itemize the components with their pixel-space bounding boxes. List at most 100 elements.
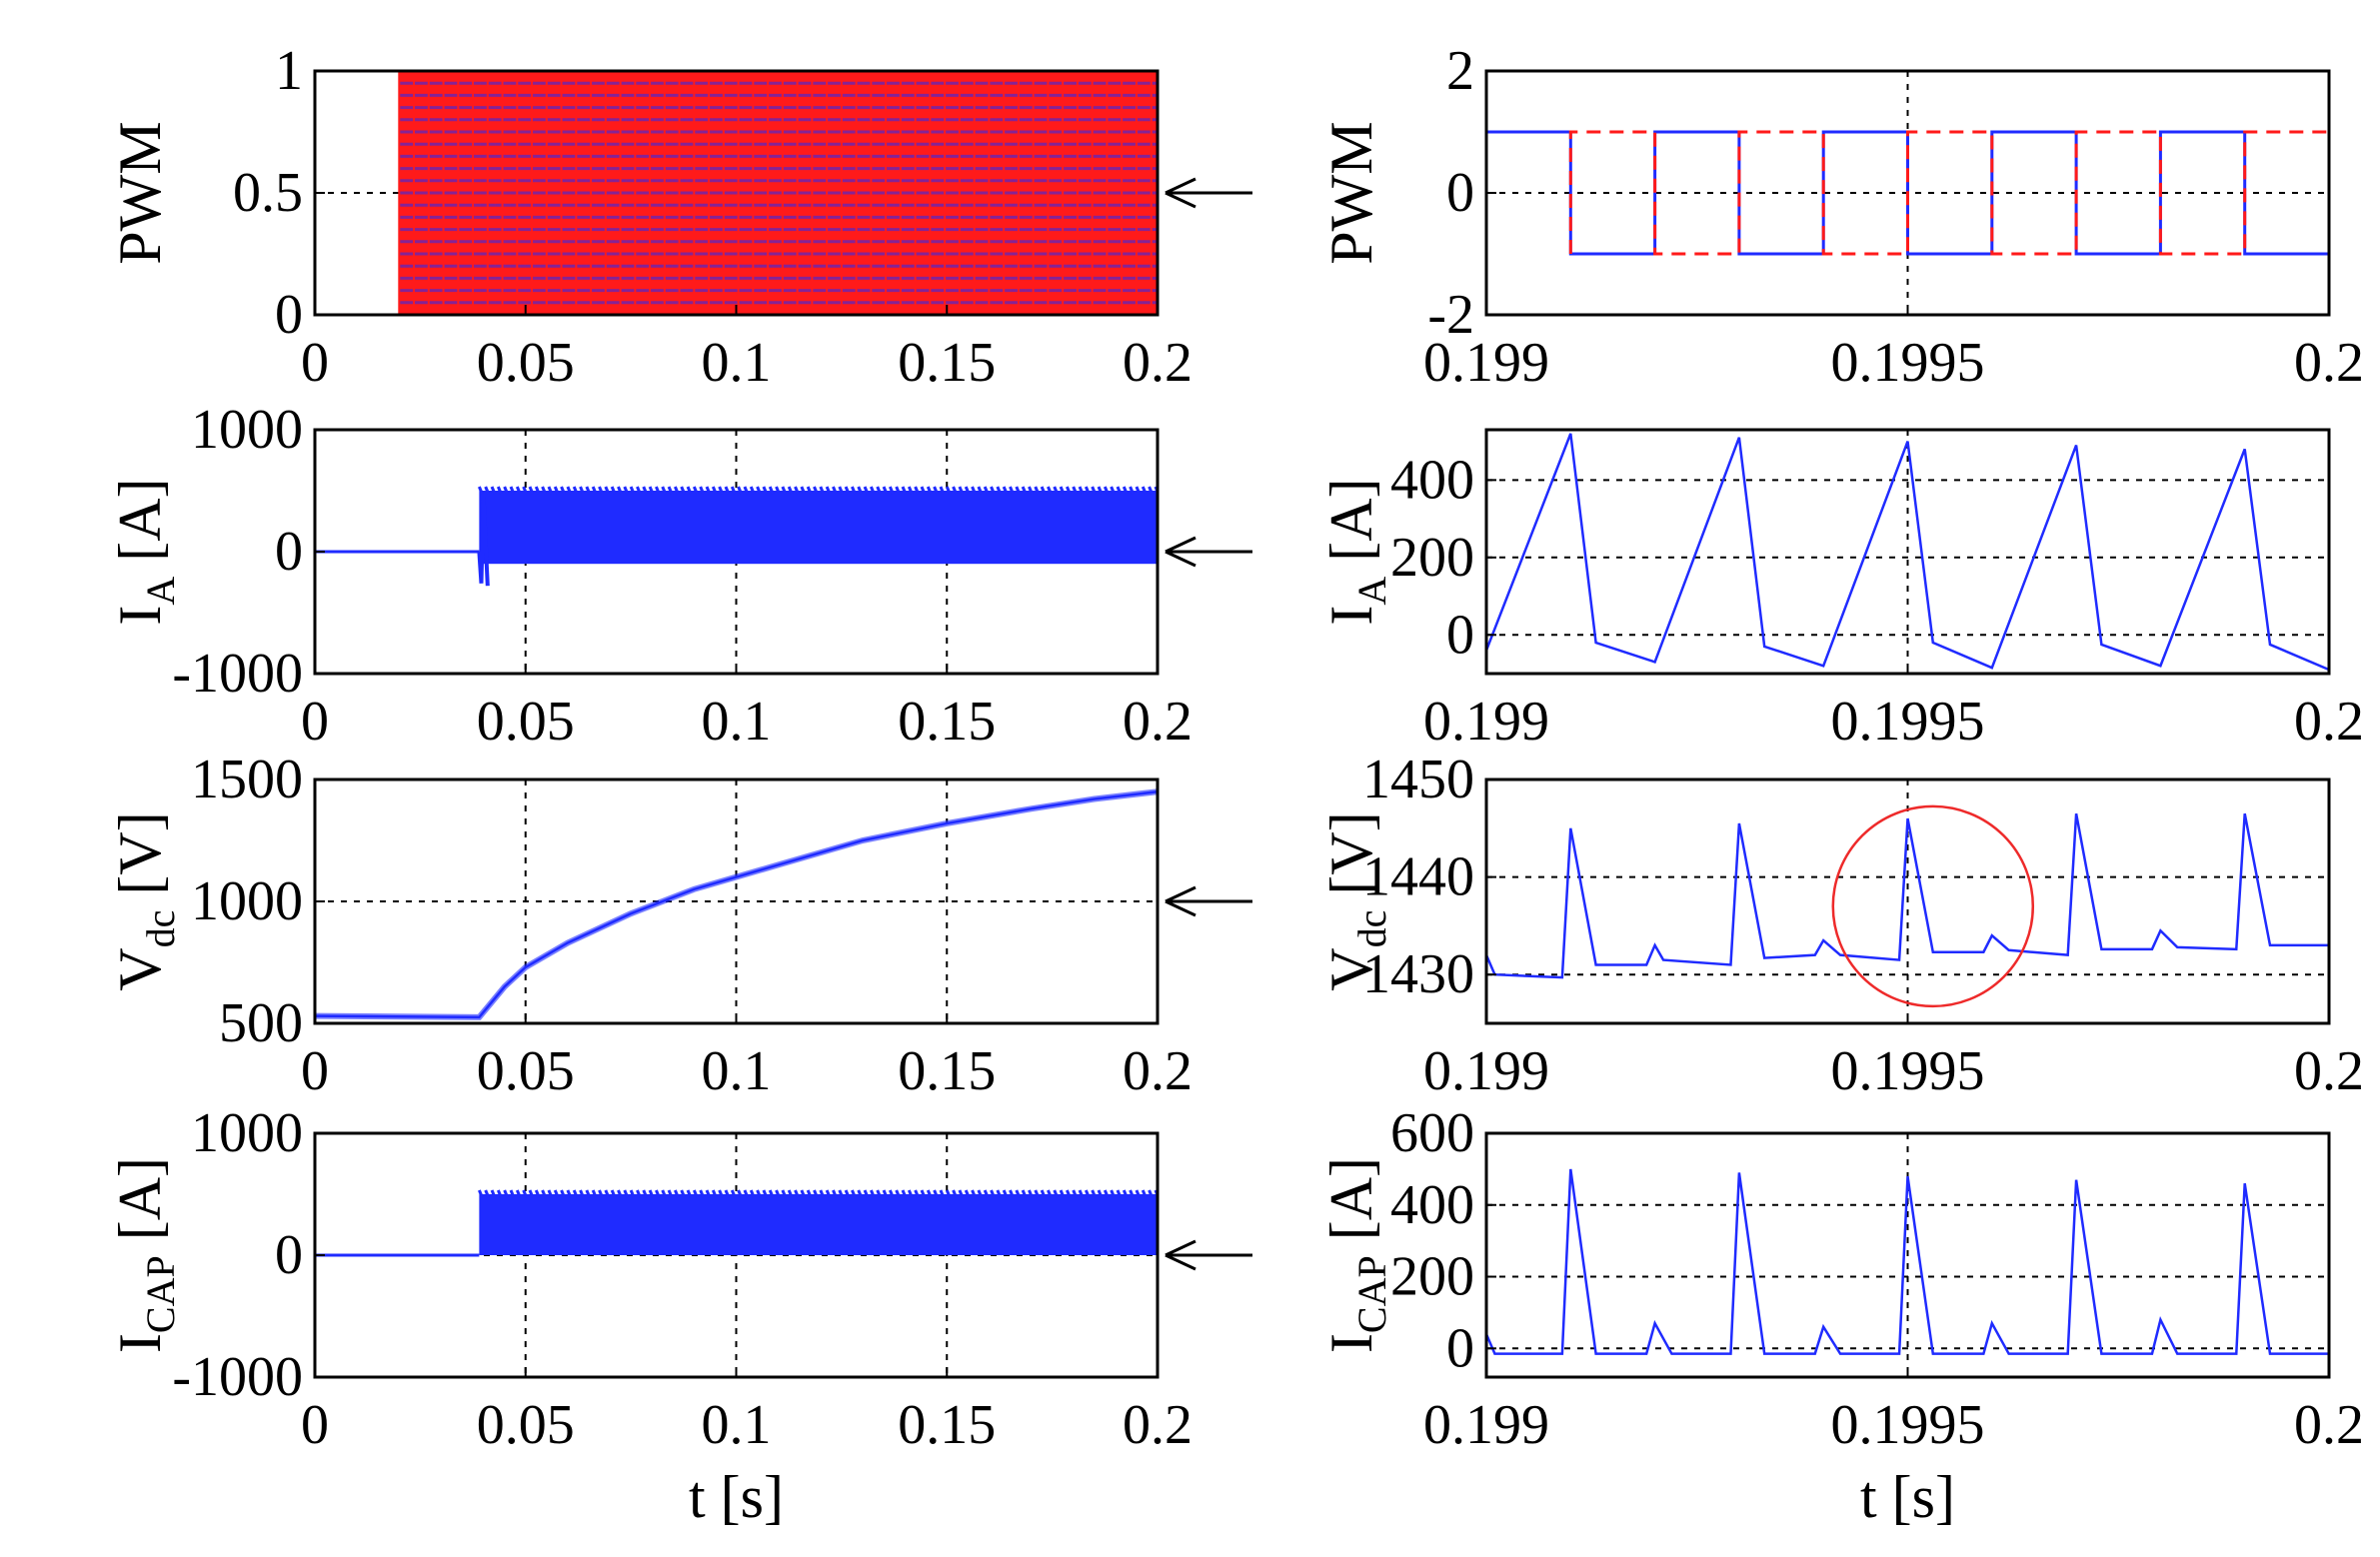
y-tick-label: -1000 [172, 1346, 303, 1408]
y-tick-label: 200 [1390, 1246, 1474, 1308]
y-tick-label: -2 [1427, 284, 1474, 346]
x-tick-label: 0.1 [702, 691, 772, 753]
highlight-circle [1831, 804, 2035, 1008]
y-tick-label: 0 [275, 521, 303, 583]
plot-area [315, 486, 1158, 587]
y-tick-label: 1440 [1362, 846, 1474, 908]
plot-area [1486, 1168, 2329, 1355]
plot-area [1486, 812, 2329, 979]
x-tick-label: 0.2 [1123, 691, 1192, 753]
arrow-indicator [1165, 1239, 1252, 1271]
y-tick-label: 1000 [191, 870, 303, 932]
x-tick-label: 0.05 [477, 1040, 575, 1102]
y-tick-label: 0 [1446, 604, 1474, 666]
x-tick-label: 0.05 [477, 332, 575, 394]
y-axis-label: Vdc [V] [107, 811, 183, 990]
x-tick-label: 0.2 [2294, 1394, 2364, 1456]
y-axis-label: ICAP [A] [107, 1157, 183, 1353]
series-switching-band [479, 491, 1158, 565]
series-line [1486, 1168, 2329, 1355]
series-startup-transient [477, 497, 490, 587]
plot-area [1486, 130, 2329, 256]
y-tick-label: 200 [1390, 527, 1474, 589]
y-tick-label: 1 [275, 40, 303, 102]
x-tick-label: 0.05 [477, 1394, 575, 1456]
x-axis-label: t [s] [689, 1464, 784, 1530]
plot-area [315, 788, 1158, 1020]
y-axis-label: PWM [1318, 121, 1384, 264]
series-ripple [315, 788, 1158, 1020]
series-switching-band [479, 1194, 1158, 1255]
series-band-edge [478, 1189, 1158, 1198]
x-tick-label: 0.1995 [1831, 1394, 1985, 1456]
arrow-indicator [1165, 885, 1252, 917]
series-line [1486, 433, 2329, 672]
y-tick-label: 400 [1390, 449, 1474, 511]
x-tick-label: 0.2 [2294, 1040, 2364, 1102]
x-tick-label: 0 [301, 1394, 329, 1456]
y-axis-label: IA [A] [107, 478, 183, 625]
subplot-pwm-full: 0 0.05 0.1 0.15 0.2 0 0.5 1 PWM [107, 40, 1252, 394]
subplot-pwm-zoom: 0.199 0.1995 0.2 -2 0 2 PWM [1318, 40, 2364, 394]
y-tick-label: 0 [1446, 162, 1474, 224]
y-tick-label: 500 [219, 992, 303, 1054]
x-tick-label: 0.2 [2294, 691, 2364, 753]
series-line [315, 789, 1158, 1019]
y-axis-label: PWM [107, 121, 173, 264]
x-tick-label: 0 [301, 332, 329, 394]
x-tick-label: 0.1995 [1831, 332, 1985, 394]
x-tick-label: 0.2 [1123, 332, 1192, 394]
x-tick-label: 0.15 [898, 332, 996, 394]
y-axis-label: IA [A] [1318, 478, 1394, 625]
y-tick-label: 0.5 [233, 162, 303, 224]
y-axis-label: Vdc [V] [1318, 811, 1394, 990]
y-tick-label: 0 [275, 1224, 303, 1286]
y-tick-label: 400 [1390, 1174, 1474, 1236]
x-tick-label: 0.15 [898, 1394, 996, 1456]
x-tick-label: 0.1995 [1831, 1040, 1985, 1102]
x-axis-label: t [s] [1860, 1464, 1955, 1530]
x-tick-label: 0.15 [898, 1040, 996, 1102]
arrow-indicator [1165, 536, 1252, 568]
x-tick-label: 0.2 [1123, 1394, 1192, 1456]
series-pwm-edges [398, 71, 1153, 315]
arrow-indicator [1165, 177, 1252, 209]
series-line [1486, 812, 2329, 979]
y-tick-label: 2 [1446, 40, 1474, 102]
x-tick-label: 0 [301, 1040, 329, 1102]
x-tick-label: 0.1 [702, 1394, 772, 1456]
x-tick-label: 0.199 [1423, 691, 1549, 753]
y-tick-label: 1000 [191, 399, 303, 461]
y-tick-label: 1000 [191, 1102, 303, 1164]
x-tick-label: 0.2 [1123, 1040, 1192, 1102]
y-tick-label: 600 [1390, 1102, 1474, 1164]
plot-area [315, 71, 1158, 315]
x-tick-label: 0 [301, 691, 329, 753]
y-axis-label: ICAP [A] [1318, 1157, 1394, 1353]
y-tick-label: -1000 [172, 643, 303, 705]
y-tick-label: 0 [1446, 1317, 1474, 1379]
series-band-edge [478, 486, 1158, 495]
x-tick-label: 0.199 [1423, 1040, 1549, 1102]
y-tick-label: 1430 [1362, 943, 1474, 1005]
y-tick-label: 0 [275, 284, 303, 346]
plot-area [315, 1189, 1158, 1257]
y-tick-label: 1450 [1362, 749, 1474, 810]
x-tick-label: 0.199 [1423, 332, 1549, 394]
x-tick-label: 0.199 [1423, 1394, 1549, 1456]
x-tick-label: 0.1995 [1831, 691, 1985, 753]
y-tick-label: 1500 [191, 749, 303, 810]
plot-area [1486, 433, 2329, 672]
x-tick-label: 0.05 [477, 691, 575, 753]
series-reference [1568, 130, 2329, 256]
x-tick-label: 0.1 [702, 332, 772, 394]
x-tick-label: 0.2 [2294, 332, 2364, 394]
x-tick-label: 0.15 [898, 691, 996, 753]
